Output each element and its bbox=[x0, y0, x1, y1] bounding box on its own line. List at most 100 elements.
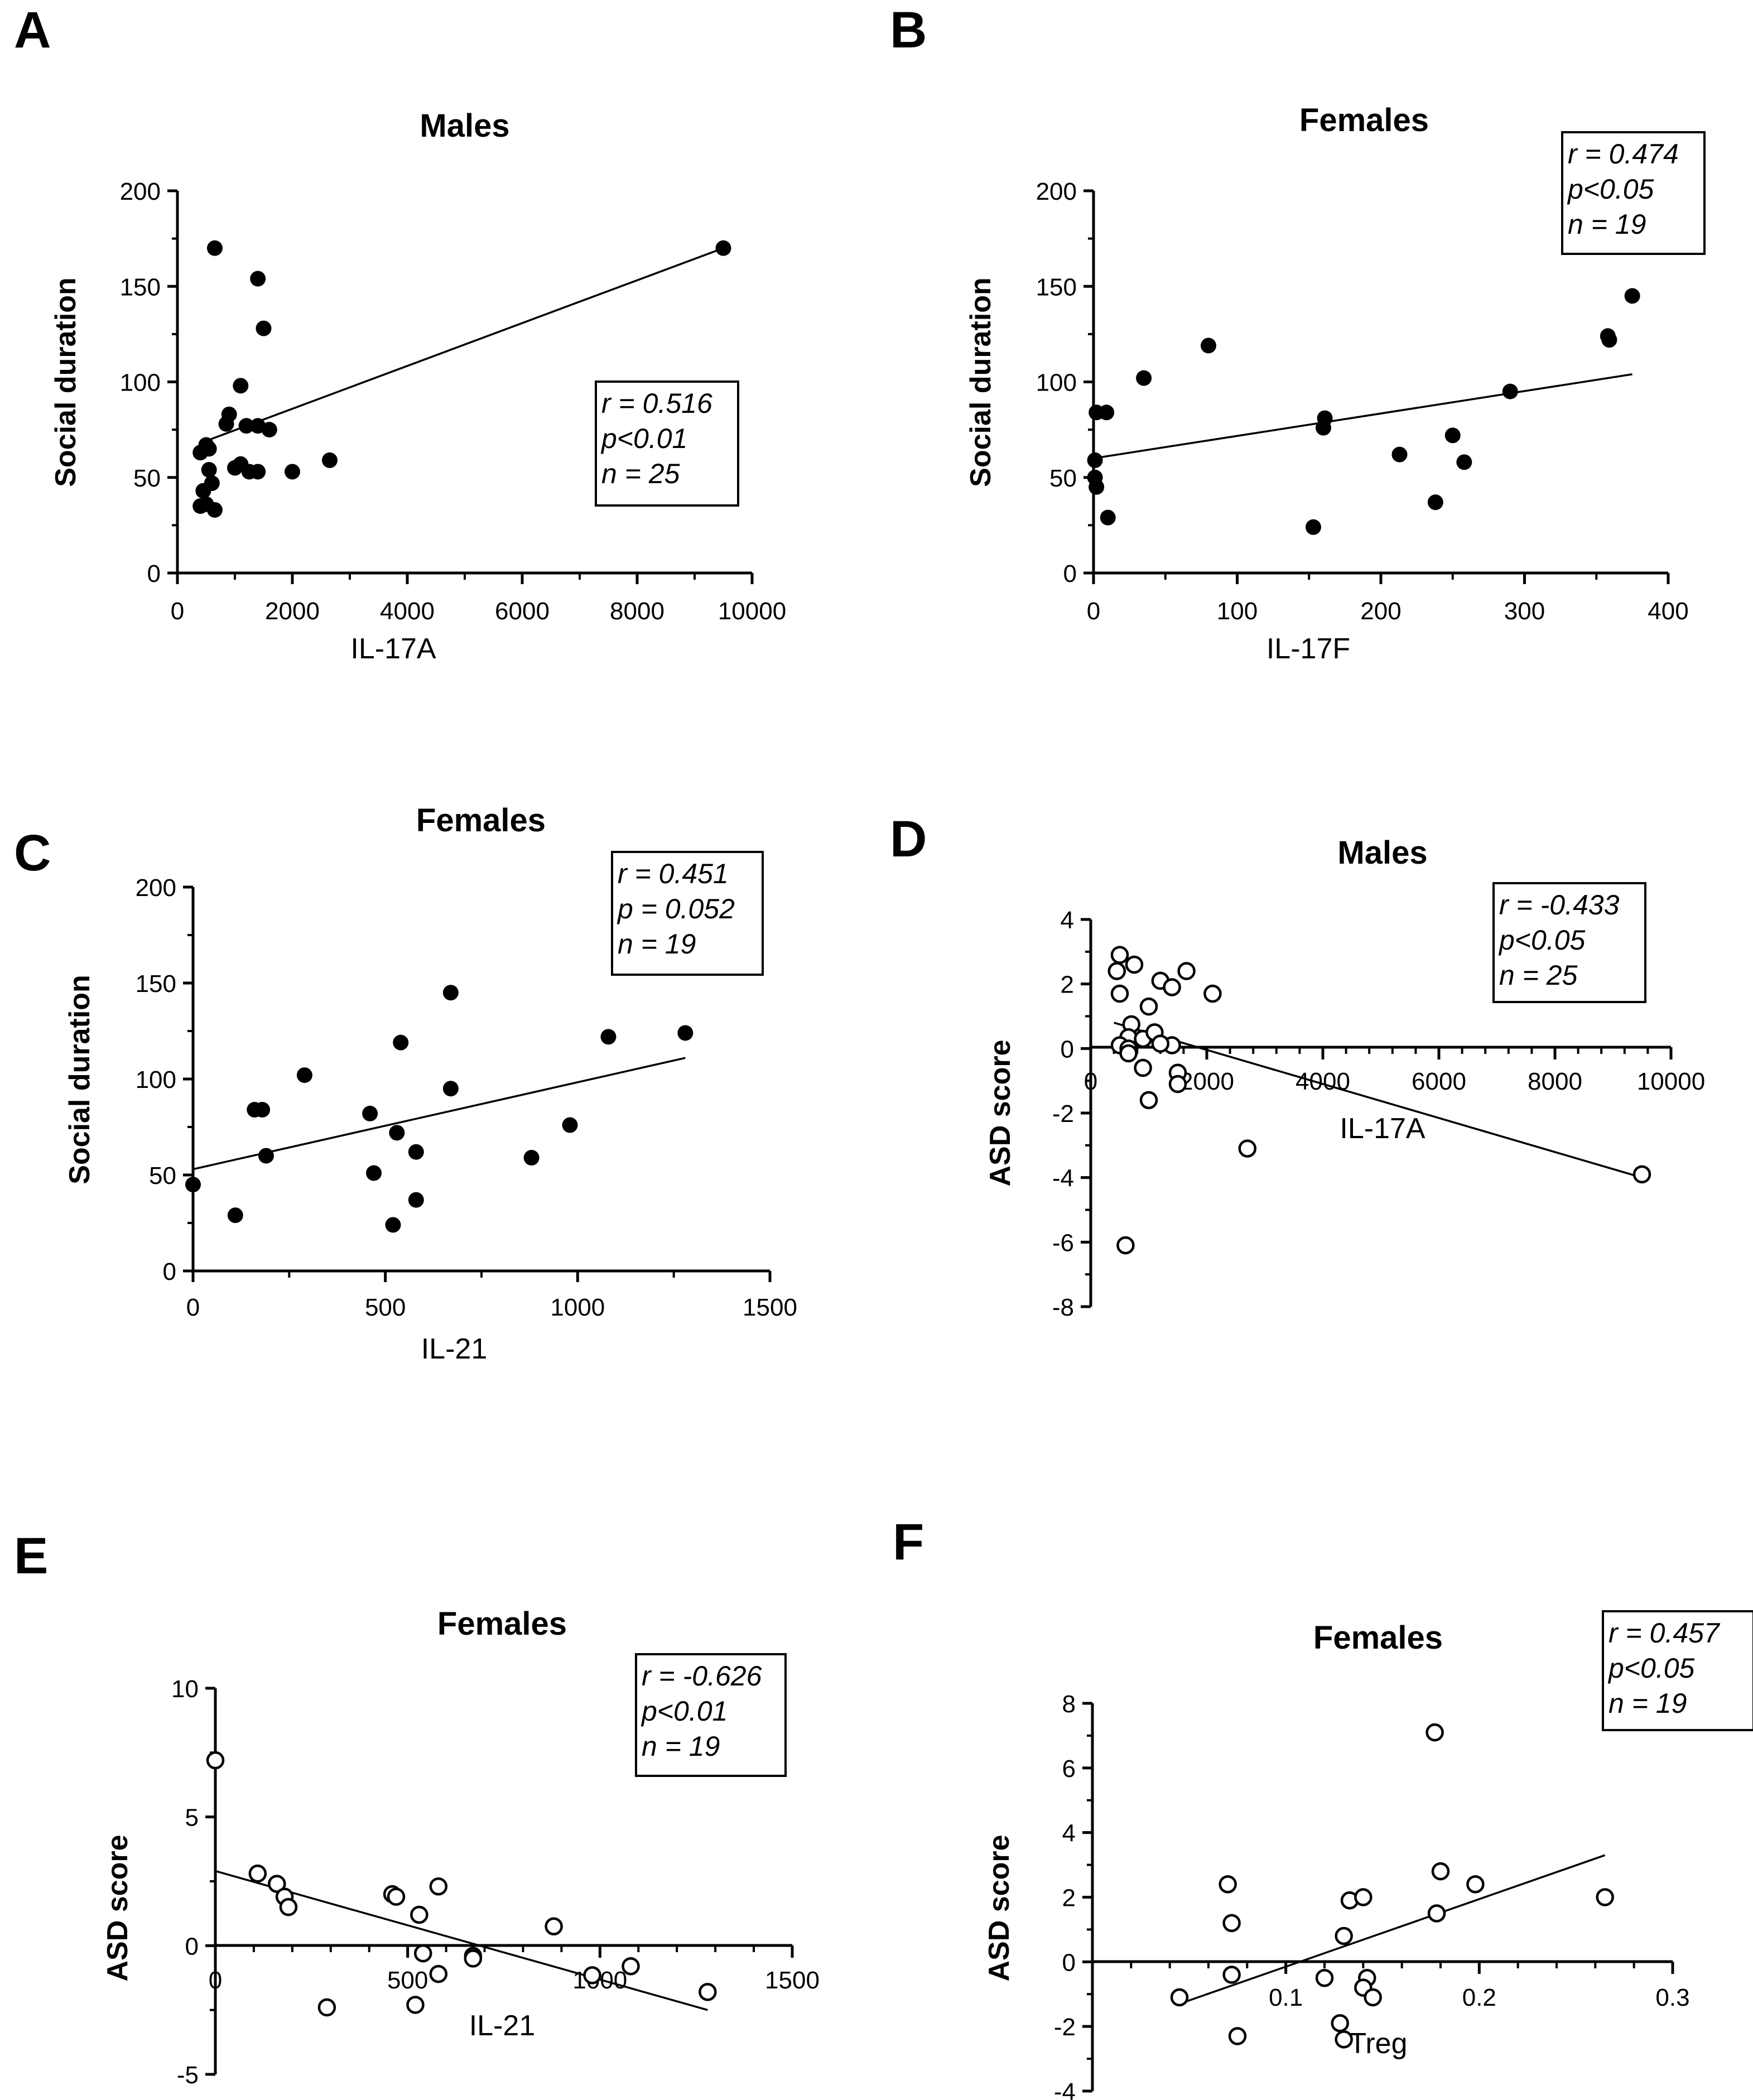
x-tick-label: 0.3 bbox=[1655, 1984, 1689, 2011]
x-tick-label: 400 bbox=[1648, 598, 1688, 625]
x-tick-label: 300 bbox=[1504, 598, 1545, 625]
panel-letter: E bbox=[14, 1528, 48, 1584]
stats-line: r = 0.516 bbox=[601, 388, 712, 419]
y-tick-label: 5 bbox=[185, 1804, 199, 1832]
x-tick-label: 1000 bbox=[550, 1294, 605, 1321]
y-tick-label: 50 bbox=[133, 465, 161, 492]
y-tick-label: 10 bbox=[171, 1675, 199, 1703]
panel-c: C Females 0 50 100 150 200 0 500 1000 1500 IL-21 Soc… bbox=[14, 802, 797, 1365]
data-point bbox=[677, 1025, 694, 1041]
data-point bbox=[413, 1944, 432, 1963]
data-point bbox=[233, 378, 249, 394]
stats-box bbox=[1492, 882, 1646, 1003]
data-point bbox=[1201, 338, 1216, 354]
data-point bbox=[408, 1192, 424, 1208]
data-point bbox=[410, 1905, 428, 1924]
data-point bbox=[254, 1102, 271, 1118]
data-point bbox=[192, 445, 209, 461]
data-point bbox=[1624, 288, 1640, 304]
panel-letter: B bbox=[890, 2, 927, 59]
data-point bbox=[1099, 404, 1115, 421]
y-tick-label: -6 bbox=[1052, 1229, 1074, 1256]
x-tick-label: 8000 bbox=[610, 598, 664, 625]
stats-line: r = 0.457 bbox=[1608, 1617, 1721, 1649]
panel-f: F Females -4 -2 0 2 4 6 8 0.1 0.2 0.3 Treg ASD score r… bbox=[893, 1514, 1753, 2100]
data-point bbox=[1177, 962, 1196, 980]
data-point bbox=[1425, 1723, 1444, 1742]
y-tick-label: -8 bbox=[1052, 1294, 1074, 1321]
data-point bbox=[365, 1165, 382, 1181]
y-tick-label: -2 bbox=[1054, 2014, 1076, 2041]
data-point bbox=[1466, 1875, 1485, 1894]
stats-line: p<0.01 bbox=[600, 423, 687, 454]
data-point bbox=[296, 1067, 312, 1083]
y-tick-label: 200 bbox=[120, 178, 161, 205]
stats-line: n = 19 bbox=[618, 928, 696, 960]
data-point bbox=[317, 1998, 336, 2017]
x-tick-label: 1500 bbox=[743, 1294, 797, 1321]
stats-line: r = 0.451 bbox=[618, 858, 729, 889]
y-tick-label: -5 bbox=[177, 2062, 199, 2089]
data-point bbox=[1125, 955, 1144, 974]
x-tick-label: 200 bbox=[1360, 598, 1401, 625]
y-axis-label: Social duration bbox=[50, 277, 82, 487]
data-point bbox=[1222, 1914, 1241, 1933]
x-axis-label: Treg bbox=[1349, 2027, 1408, 2060]
data-point bbox=[1107, 962, 1126, 980]
stats-line: n = 25 bbox=[1499, 960, 1578, 991]
y-tick-label: 150 bbox=[136, 970, 176, 998]
x-tick-label: 6000 bbox=[495, 598, 550, 625]
y-tick-label: 0 bbox=[163, 1258, 176, 1285]
y-tick-label: 6 bbox=[1062, 1755, 1076, 1783]
stats-line: p<0.05 bbox=[1607, 1653, 1695, 1684]
data-point bbox=[442, 1081, 459, 1097]
data-point bbox=[250, 271, 266, 287]
data-point bbox=[1134, 1058, 1152, 1077]
stats-line: r = -0.626 bbox=[642, 1660, 762, 1692]
x-tick-label: 0 bbox=[1084, 1068, 1097, 1095]
data-point bbox=[206, 240, 223, 256]
stats-box bbox=[635, 1653, 787, 1777]
x-tick-label: 0 bbox=[186, 1294, 200, 1321]
data-point bbox=[1222, 1966, 1241, 1984]
data-point bbox=[1317, 410, 1333, 426]
y-tick-label: 8 bbox=[1062, 1690, 1076, 1718]
x-axis-label: IL-21 bbox=[421, 1333, 488, 1365]
panel-letter: C bbox=[14, 825, 51, 882]
data-point bbox=[227, 1207, 243, 1224]
data-point bbox=[1238, 1139, 1257, 1158]
data-point bbox=[1502, 383, 1518, 399]
y-tick-label: 100 bbox=[1036, 369, 1077, 397]
stats-box bbox=[1602, 1610, 1753, 1731]
data-point bbox=[1596, 1888, 1614, 1906]
data-point bbox=[715, 240, 731, 256]
chart-title: Females bbox=[1299, 102, 1429, 138]
x-tick-label: 10000 bbox=[1637, 1068, 1705, 1095]
stats-line: p = 0.052 bbox=[617, 893, 735, 924]
x-tick-label: 0 bbox=[1087, 598, 1100, 625]
data-point bbox=[389, 1125, 405, 1141]
y-axis-label: Social duration bbox=[965, 277, 997, 487]
panel-letter: A bbox=[14, 2, 51, 59]
data-point bbox=[1136, 370, 1152, 386]
data-point bbox=[600, 1029, 617, 1045]
regression-line bbox=[200, 247, 724, 444]
y-tick-label: 0 bbox=[185, 1933, 199, 1960]
x-tick-label: 100 bbox=[1217, 598, 1258, 625]
data-point bbox=[1110, 984, 1129, 1003]
data-point bbox=[238, 418, 254, 434]
data-point bbox=[387, 1887, 406, 1906]
x-tick-label: 0 bbox=[171, 598, 184, 625]
x-axis-label: IL-17A bbox=[1340, 1112, 1425, 1145]
y-tick-label: 0 bbox=[147, 560, 161, 587]
stats-line: r = 0.474 bbox=[1568, 138, 1679, 170]
regression-line bbox=[1179, 1854, 1606, 2005]
panel-letter: F bbox=[893, 1514, 924, 1571]
y-tick-label: 0 bbox=[1063, 560, 1077, 587]
data-point bbox=[268, 1875, 286, 1893]
chart-title: Males bbox=[1337, 835, 1427, 871]
y-axis-label: Social duration bbox=[64, 975, 96, 1184]
stats-line: n = 19 bbox=[1608, 1688, 1687, 1719]
